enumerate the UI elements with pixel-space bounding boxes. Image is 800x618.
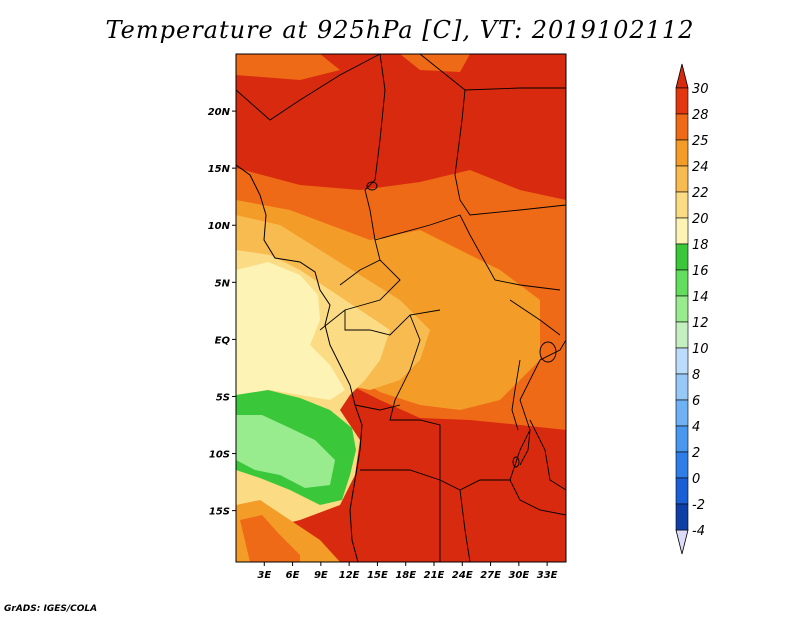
field-18-20 <box>236 262 345 400</box>
lat-tick-label: 20N <box>208 107 231 118</box>
colorbar-segment <box>675 451 689 479</box>
lon-tick-label: 33E <box>537 570 558 581</box>
colorbar-label: 4 <box>692 420 700 435</box>
colorbar-label: -4 <box>692 524 705 539</box>
colorbar-segment <box>675 243 689 271</box>
colorbar-label: 14 <box>692 290 709 305</box>
lon-tick-label: 18E <box>395 570 416 581</box>
lat-tick-label: 10S <box>209 450 230 461</box>
plot-frame <box>235 53 567 563</box>
colorbar-segment <box>675 269 689 297</box>
colorbar-label: 12 <box>692 316 709 331</box>
colorbar-label: 10 <box>692 342 709 357</box>
country-borders <box>236 54 566 562</box>
colorbar-segment <box>675 477 689 505</box>
credit-text: GrADS: IGES/COLA <box>4 604 98 614</box>
colorbar-label: 6 <box>692 394 700 409</box>
lat-tick-label: 15N <box>208 164 231 175</box>
colorbar-label: 18 <box>692 238 709 253</box>
lon-tick-label: 12E <box>339 570 360 581</box>
colorbar-label: 24 <box>692 160 709 175</box>
field-north-orange <box>236 54 470 80</box>
lon-tick-label: 30E <box>508 570 529 581</box>
lon-tick-label: 24E <box>452 570 473 581</box>
colorbar-segment <box>675 139 689 167</box>
coastline <box>236 164 363 562</box>
lat-tick-label: EQ <box>215 335 231 346</box>
colorbar-top-cap <box>675 63 689 89</box>
colorbar-segment <box>675 191 689 219</box>
colorbar-label: 2 <box>692 446 700 461</box>
colorbar-segment <box>675 399 689 427</box>
lon-tick-label: 3E <box>257 570 271 581</box>
colorbar-segment <box>675 373 689 401</box>
colorbar-label: 20 <box>692 212 709 227</box>
lat-tick-label: 5S <box>216 392 230 403</box>
longitude-axis: 3E 6E 9E 12E 15E 18E 21E 24E 27E 30E 33E <box>257 562 558 581</box>
colorbar-label: 0 <box>692 472 700 487</box>
field-sw-hot <box>240 515 300 562</box>
colorbar-bottom-cap <box>675 529 689 555</box>
colorbar-segment <box>675 321 689 349</box>
lon-tick-label: 15E <box>367 570 388 581</box>
latitude-axis: 20N 15N 10N 5N EQ 5S 10S 15S <box>208 107 236 518</box>
lat-tick-label: 10N <box>208 221 231 232</box>
colorbar-label: 16 <box>692 264 709 279</box>
colorbar-label: 30 <box>692 82 709 97</box>
lat-tick-label: 5N <box>215 278 231 289</box>
colorbar-segment <box>675 217 689 245</box>
lat-tick-label: 15S <box>209 507 230 518</box>
lakes <box>366 181 557 468</box>
field-14-16 <box>236 415 335 488</box>
temperature-field <box>236 54 566 562</box>
map-title: Temperature at 925hPa [C], VT: 201910211… <box>105 16 695 44</box>
colorbar-label: -2 <box>692 498 705 513</box>
colorbar-segment <box>675 347 689 375</box>
colorbar-label: 25 <box>692 134 709 149</box>
colorbar-segment <box>675 503 689 531</box>
colorbar-segment <box>675 113 689 141</box>
colorbar-label: 28 <box>692 108 709 123</box>
lon-tick-label: 9E <box>314 570 328 581</box>
colorbar-label: 8 <box>692 368 700 383</box>
colorbar-segment <box>675 295 689 323</box>
colorbar-label: 22 <box>692 186 709 201</box>
colorbar-segment <box>675 87 689 115</box>
colorbar-segment <box>675 425 689 453</box>
lon-tick-label: 21E <box>424 570 445 581</box>
lon-tick-label: 6E <box>286 570 300 581</box>
colorbar-segment <box>675 165 689 193</box>
lon-tick-label: 27E <box>480 570 501 581</box>
